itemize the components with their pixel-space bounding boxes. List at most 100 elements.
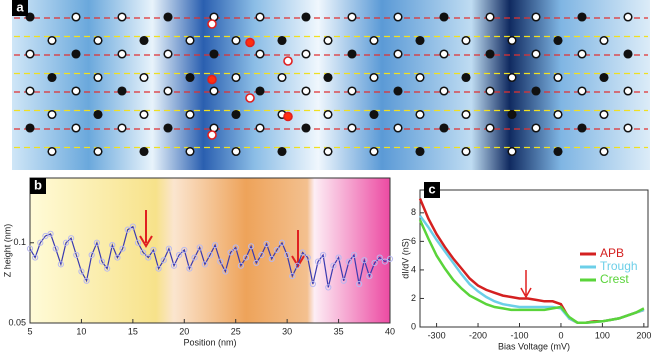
atom [347, 49, 357, 59]
atom [531, 49, 541, 59]
data-point [196, 244, 203, 251]
data-point [93, 239, 100, 246]
atom [185, 72, 195, 83]
data-point [150, 246, 157, 254]
data-point [26, 245, 34, 252]
data-point [155, 265, 162, 272]
atom [323, 109, 333, 120]
data-point [32, 254, 39, 261]
data-point [304, 254, 311, 261]
atom [163, 86, 173, 96]
atom [507, 35, 517, 46]
data-point [217, 258, 224, 265]
y-axis-label: dI/dV (nS) [400, 238, 410, 279]
data-point [366, 272, 373, 280]
atom [347, 123, 357, 133]
y-axis-label: Z height (nm) [2, 224, 12, 278]
data-point [88, 251, 95, 259]
data-point [320, 251, 327, 259]
data-point [42, 232, 49, 240]
atom [301, 49, 311, 59]
atom [393, 123, 403, 133]
data-point [114, 254, 121, 261]
x-tick-label: 15 [128, 326, 138, 336]
data-point [170, 262, 178, 269]
data-point [335, 254, 342, 261]
data-point [165, 245, 172, 252]
series-line [418, 219, 645, 324]
data-point [258, 251, 265, 259]
atom [485, 123, 495, 133]
data-point [73, 251, 80, 259]
atom [347, 12, 357, 22]
legend-label: Crest [600, 272, 629, 286]
data-point [289, 272, 296, 280]
data-point [222, 268, 229, 275]
atom [531, 123, 541, 133]
data-point [140, 249, 147, 256]
panel-label: b [34, 177, 42, 192]
legend-label: APB [600, 246, 624, 260]
data-point [227, 249, 234, 256]
panel-label-box [424, 182, 440, 198]
atom [369, 72, 379, 83]
atom [93, 72, 103, 83]
adatom [207, 74, 217, 85]
arrow [520, 270, 532, 299]
atom [393, 49, 403, 59]
data-point [237, 262, 244, 269]
atom [623, 49, 633, 59]
x-axis-label: Bias Voltage (mV) [498, 341, 570, 351]
x-tick-label: -100 [510, 330, 528, 340]
atom [323, 72, 333, 83]
data-point [160, 257, 167, 264]
data-point [232, 244, 239, 251]
atom [369, 146, 379, 157]
atom [507, 109, 517, 120]
plot-frame [29, 177, 391, 324]
atom [439, 49, 449, 59]
atom [301, 123, 311, 133]
stm-image [12, 0, 650, 170]
atom [163, 123, 173, 133]
data-point [124, 226, 131, 233]
atom [163, 12, 173, 22]
atom [255, 49, 265, 59]
arrow [291, 230, 305, 268]
atom [231, 109, 241, 120]
atom [531, 12, 541, 22]
data-point [201, 261, 208, 268]
atom [577, 49, 587, 59]
data-point [78, 268, 85, 275]
atom [71, 49, 81, 59]
data-point [386, 255, 394, 262]
x-tick-label: 10 [76, 326, 86, 336]
atom [277, 146, 287, 157]
atom [323, 146, 333, 157]
atom [553, 35, 563, 46]
atom [415, 35, 425, 46]
atom [393, 86, 403, 96]
atom [577, 12, 587, 22]
x-axis-label: Position (nm) [183, 337, 236, 347]
atom [47, 146, 57, 157]
atom [461, 109, 471, 120]
atom [415, 146, 425, 157]
atom [623, 12, 633, 22]
data-point [52, 245, 59, 252]
atom [139, 146, 149, 157]
atom [599, 72, 609, 83]
atom [139, 72, 149, 83]
atom [25, 86, 35, 96]
atom [71, 123, 81, 133]
x-tick-label: 40 [385, 326, 395, 336]
data-point [248, 243, 255, 250]
atom [393, 12, 403, 22]
x-tick-label: 200 [636, 330, 651, 340]
atom [461, 35, 471, 46]
atom [209, 49, 219, 59]
atom [301, 86, 311, 96]
series-line [29, 225, 391, 288]
atom [553, 109, 563, 120]
panel-label-box [30, 178, 46, 194]
